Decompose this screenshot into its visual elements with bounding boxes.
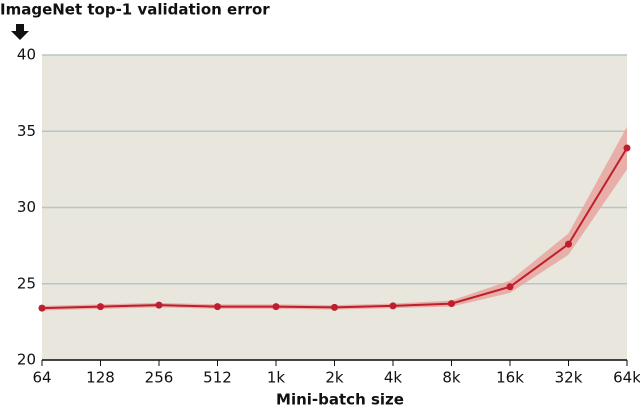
point <box>565 240 572 248</box>
point <box>506 283 514 291</box>
point <box>214 303 221 311</box>
x-tick-label: 16k <box>496 369 524 387</box>
point <box>38 304 46 312</box>
point <box>448 300 455 308</box>
arrow-icon <box>11 24 29 40</box>
x-tick-label: 2k <box>325 369 344 387</box>
x-tick-label: 128 <box>86 369 115 387</box>
x-tick-label: 512 <box>203 369 232 387</box>
x-tick-label: 64 <box>32 369 51 387</box>
y-tick-label: 20 <box>17 351 36 369</box>
point <box>155 301 163 309</box>
x-tick-label: 1k <box>267 369 286 387</box>
chart-title: ImageNet top-1 validation error <box>0 1 270 19</box>
x-tick-label: 8k <box>442 369 461 387</box>
y-tick-label: 40 <box>17 46 36 64</box>
point <box>389 302 397 310</box>
y-tick-label: 35 <box>17 122 36 140</box>
x-tick-label: 256 <box>145 369 174 387</box>
x-tick-label: 4k <box>384 369 403 387</box>
point <box>331 303 338 311</box>
y-tick-label: 30 <box>17 198 36 216</box>
y-tick-label: 25 <box>17 274 36 292</box>
point <box>97 303 104 311</box>
x-tick-label: 64k <box>613 369 640 387</box>
point <box>623 144 631 152</box>
x-axis-label: Mini-batch size <box>276 391 404 408</box>
point <box>272 303 280 311</box>
x-tick-label: 32k <box>555 369 583 387</box>
